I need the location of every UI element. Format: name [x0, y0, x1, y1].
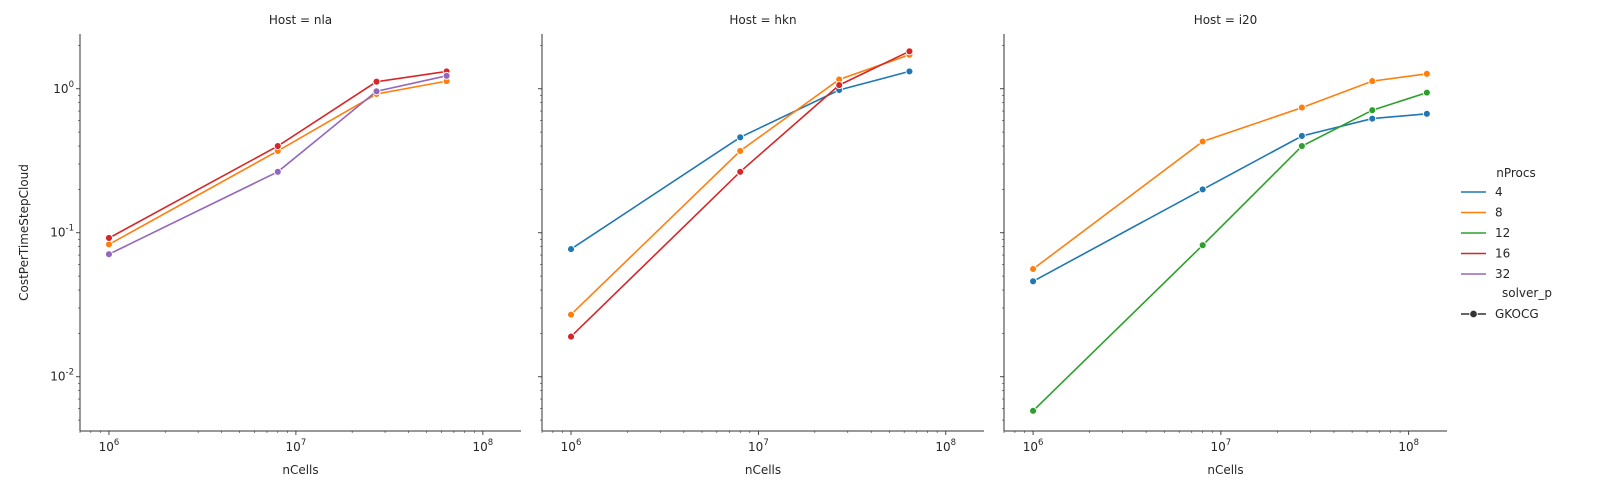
data-point-8 — [1297, 103, 1306, 112]
data-point-16 — [105, 234, 113, 242]
data-point-32 — [372, 87, 381, 96]
x-tick-label: 108 — [1398, 438, 1419, 454]
data-point-32 — [105, 250, 113, 259]
data-point-12 — [1029, 406, 1038, 415]
panel-title: Host = i20 — [1194, 13, 1258, 27]
x-tick-label: 108 — [935, 438, 956, 454]
data-point-16 — [736, 167, 745, 176]
data-point-16 — [567, 332, 575, 341]
legend-title-solver: solver_p — [1502, 286, 1552, 300]
panel-title: Host = nla — [269, 13, 332, 27]
y-tick-label: 10-1 — [50, 224, 74, 240]
chart-panels: 106 107 108 10-2 10-1 100 Host = nla nCells Cost… — [17, 13, 1447, 477]
x-axis-label: nCells — [1207, 463, 1243, 477]
series-line-8 — [108, 80, 447, 246]
data-point-8 — [736, 146, 745, 155]
panel-1: 106 107 108 Host = hkn nCells — [538, 13, 984, 477]
x-tick-label: 108 — [472, 438, 493, 454]
data-point-4 — [1422, 109, 1431, 118]
x-tick-label: 106 — [561, 438, 582, 454]
data-point-4 — [567, 245, 575, 254]
series-line-8 — [570, 54, 910, 316]
legend-label: 32 — [1495, 267, 1510, 281]
series-line-16 — [570, 50, 910, 338]
legend: nProcs 4 8 12 16 32 solver_p GKOCG — [1461, 166, 1552, 321]
series-line-32 — [108, 75, 447, 255]
data-point-16 — [835, 81, 844, 90]
y-tick-label: 100 — [53, 80, 74, 96]
series-line-4 — [570, 70, 910, 250]
data-point-8 — [1029, 265, 1038, 273]
data-point-8 — [1368, 77, 1377, 86]
x-tick-label: 106 — [1023, 438, 1044, 454]
data-point-4 — [1297, 132, 1306, 140]
data-point-32 — [273, 167, 282, 176]
panel-title: Host = hkn — [729, 13, 796, 27]
data-point-16 — [905, 47, 914, 56]
series-line-8 — [1032, 73, 1428, 270]
x-tick-label: 107 — [748, 438, 769, 454]
data-point-8 — [567, 310, 575, 319]
data-point-8 — [1198, 137, 1207, 146]
data-point-12 — [1368, 106, 1377, 115]
data-point-12 — [1198, 241, 1207, 250]
data-point-4 — [1029, 277, 1038, 286]
y-axis-label: CostPerTimeStepCloud — [17, 164, 31, 301]
series-line-12 — [1032, 91, 1428, 412]
data-point-4 — [736, 133, 745, 142]
x-tick-label: 107 — [1211, 438, 1232, 454]
data-point-12 — [1297, 142, 1306, 151]
series-line-4 — [1032, 113, 1427, 283]
legend-label: 12 — [1495, 226, 1510, 240]
x-tick-label: 106 — [99, 438, 120, 454]
legend-label: 4 — [1495, 185, 1503, 199]
legend-label: 8 — [1495, 206, 1503, 220]
panel-2: 106 107 108 Host = i20 nCells — [1000, 13, 1447, 477]
legend-style-label: GKOCG — [1495, 307, 1539, 321]
legend-style-marker — [1469, 309, 1478, 319]
data-point-8 — [1422, 69, 1431, 78]
legend-title-nprocs: nProcs — [1496, 166, 1536, 180]
data-point-12 — [1422, 88, 1431, 97]
data-point-4 — [1368, 114, 1377, 123]
y-tick-label: 10-2 — [50, 368, 74, 384]
data-point-16 — [273, 142, 282, 151]
data-point-8 — [105, 240, 113, 249]
panel-0: 106 107 108 10-2 10-1 100 Host = nla nCells Cost… — [17, 13, 521, 477]
x-axis-label: nCells — [282, 463, 318, 477]
legend-label: 16 — [1495, 247, 1510, 261]
data-point-32 — [442, 71, 451, 80]
data-point-4 — [905, 67, 914, 76]
x-tick-label: 107 — [286, 438, 307, 454]
data-point-4 — [1198, 185, 1207, 194]
x-axis-label: nCells — [745, 463, 781, 477]
data-point-16 — [372, 77, 381, 86]
series-line-16 — [108, 70, 447, 239]
